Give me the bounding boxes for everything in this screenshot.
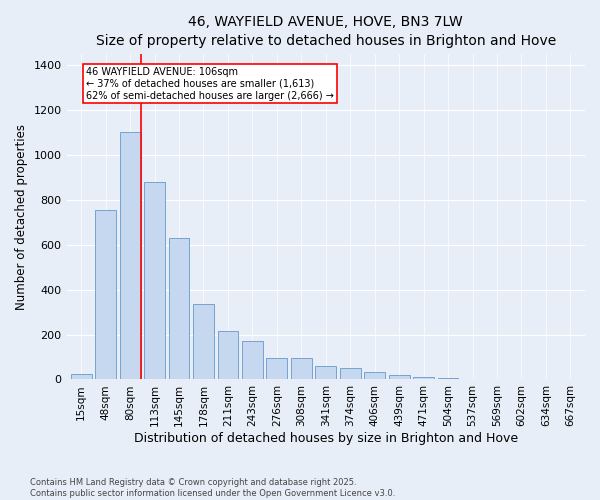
Bar (120, 132, 140, 380)
Bar (364, 372, 385, 380)
Bar (316, 366, 336, 380)
Bar (437, 378, 458, 380)
Bar (242, 342, 263, 380)
Bar (487, 379, 508, 380)
Bar (71, 374, 92, 380)
Bar (340, 368, 361, 380)
Bar (169, 238, 190, 380)
Bar (266, 358, 287, 380)
Bar (389, 376, 410, 380)
Bar (413, 376, 434, 380)
Y-axis label: Number of detached properties: Number of detached properties (15, 124, 28, 310)
Text: Contains HM Land Registry data © Crown copyright and database right 2025.
Contai: Contains HM Land Registry data © Crown c… (30, 478, 395, 498)
Bar (291, 358, 312, 380)
Title: 46, WAYFIELD AVENUE, HOVE, BN3 7LW
Size of property relative to detached houses : 46, WAYFIELD AVENUE, HOVE, BN3 7LW Size … (95, 15, 556, 48)
Bar (462, 378, 483, 380)
Text: 46 WAYFIELD AVENUE: 106sqm
← 37% of detached houses are smaller (1,613)
62% of s: 46 WAYFIELD AVENUE: 106sqm ← 37% of deta… (86, 68, 334, 100)
Bar (218, 331, 238, 380)
X-axis label: Distribution of detached houses by size in Brighton and Hove: Distribution of detached houses by size … (134, 432, 518, 445)
Bar (535, 378, 556, 380)
Bar (193, 304, 214, 380)
Bar (144, 182, 165, 380)
Bar (95, 210, 116, 380)
